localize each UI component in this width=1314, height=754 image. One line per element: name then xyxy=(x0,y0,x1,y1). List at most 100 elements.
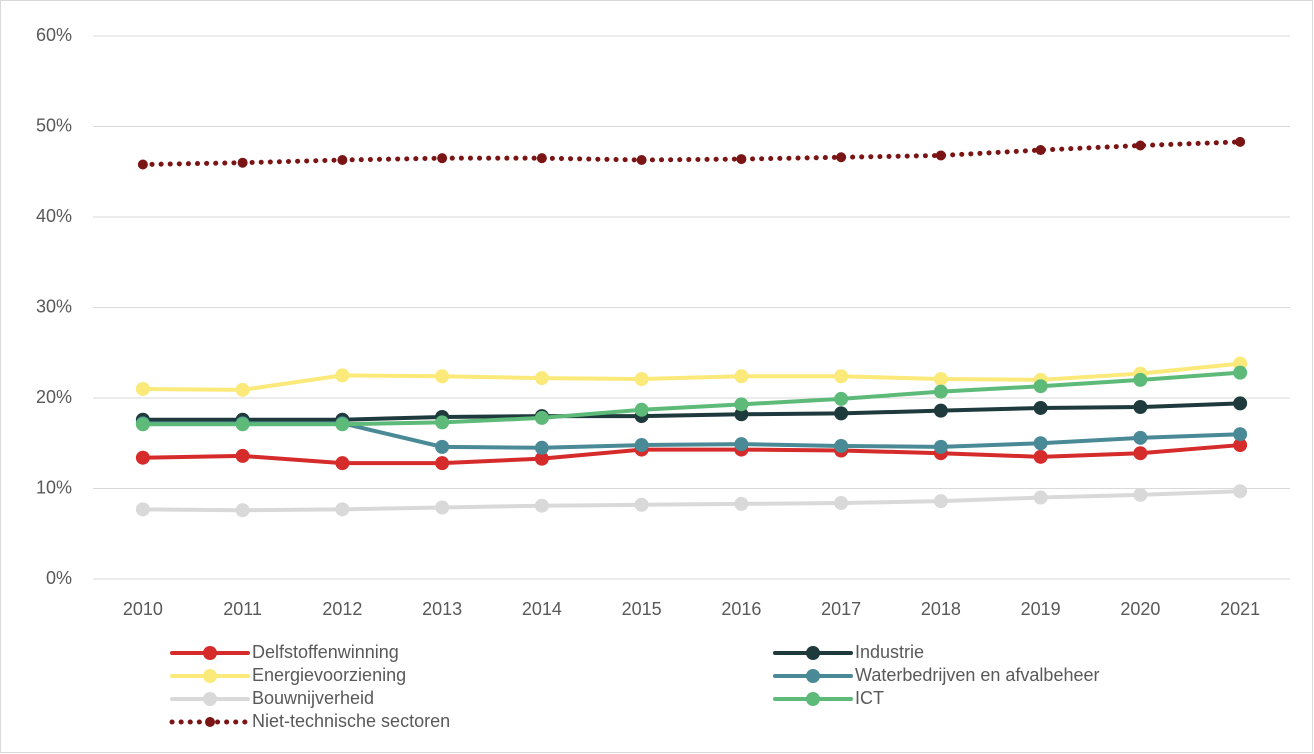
point xyxy=(435,439,450,454)
point xyxy=(335,368,350,383)
x-tick-label: 2017 xyxy=(821,599,861,619)
series-line xyxy=(140,370,1243,427)
legend-label: Niet-technische sectoren xyxy=(252,711,450,731)
point xyxy=(933,439,948,454)
point xyxy=(435,500,450,515)
point xyxy=(335,456,350,471)
point xyxy=(1235,136,1246,147)
point xyxy=(137,159,148,170)
legend-label: Waterbedrijven en afvalbeheer xyxy=(855,665,1099,685)
point xyxy=(634,497,649,512)
series-line xyxy=(140,443,1243,466)
series-line xyxy=(140,139,1243,168)
point xyxy=(335,417,350,432)
y-tick-label: 0% xyxy=(46,568,72,588)
point xyxy=(1033,400,1048,415)
point xyxy=(337,154,348,165)
point xyxy=(933,494,948,509)
point xyxy=(534,498,549,513)
point xyxy=(235,382,250,397)
legend-marker xyxy=(203,646,217,660)
point xyxy=(634,371,649,386)
legend-label: Bouwnijverheid xyxy=(252,688,374,708)
legend-marker xyxy=(806,669,820,683)
x-tick-label: 2010 xyxy=(123,599,163,619)
point xyxy=(1233,365,1248,380)
x-tick-label: 2016 xyxy=(721,599,761,619)
point xyxy=(1033,436,1048,451)
x-tick-label: 2018 xyxy=(921,599,961,619)
legend-label: Delfstoffenwinning xyxy=(252,642,399,662)
point xyxy=(834,391,849,406)
point xyxy=(435,369,450,384)
point xyxy=(435,415,450,430)
legend-label: ICT xyxy=(855,688,884,708)
legend-marker xyxy=(806,646,820,660)
point xyxy=(736,154,747,165)
x-tick-label: 2019 xyxy=(1021,599,1061,619)
point xyxy=(534,451,549,466)
x-tick-label: 2012 xyxy=(322,599,362,619)
point xyxy=(1135,140,1146,151)
y-tick-label: 60% xyxy=(36,25,72,45)
x-tick-label: 2013 xyxy=(422,599,462,619)
point xyxy=(1033,379,1048,394)
point xyxy=(437,153,448,164)
point xyxy=(634,402,649,417)
point xyxy=(1033,490,1048,505)
point xyxy=(935,150,946,161)
point xyxy=(1133,372,1148,387)
legend-label: Industrie xyxy=(855,642,924,662)
point xyxy=(933,403,948,418)
point xyxy=(534,410,549,425)
point xyxy=(836,152,847,163)
point xyxy=(335,502,350,517)
point xyxy=(235,448,250,463)
point xyxy=(1133,446,1148,461)
point xyxy=(834,495,849,510)
point xyxy=(636,154,647,165)
point xyxy=(1035,145,1046,156)
point xyxy=(435,456,450,471)
series-line xyxy=(140,361,1243,392)
legend-marker xyxy=(203,692,217,706)
point xyxy=(1233,438,1248,453)
point xyxy=(734,407,749,422)
legend-label: Energievoorziening xyxy=(252,665,406,685)
point xyxy=(933,371,948,386)
point xyxy=(834,369,849,384)
point xyxy=(1233,427,1248,442)
point xyxy=(534,440,549,455)
point xyxy=(634,438,649,453)
y-tick-label: 30% xyxy=(36,296,72,316)
point xyxy=(734,397,749,412)
point xyxy=(534,371,549,386)
point xyxy=(734,496,749,511)
point xyxy=(1233,396,1248,411)
point xyxy=(135,417,150,432)
y-tick-label: 40% xyxy=(36,206,72,226)
legend-marker xyxy=(203,669,217,683)
point xyxy=(933,384,948,399)
x-tick-label: 2020 xyxy=(1120,599,1160,619)
y-tick-label: 50% xyxy=(36,115,72,135)
series-line xyxy=(140,401,1243,422)
x-tick-label: 2014 xyxy=(522,599,562,619)
point xyxy=(536,153,547,164)
point xyxy=(1133,487,1148,502)
point xyxy=(1233,484,1248,499)
point xyxy=(135,450,150,465)
point xyxy=(1133,400,1148,415)
legend-marker xyxy=(806,692,820,706)
point xyxy=(734,437,749,452)
y-tick-label: 20% xyxy=(36,387,72,407)
point xyxy=(834,438,849,453)
x-tick-label: 2021 xyxy=(1220,599,1260,619)
x-tick-label: 2011 xyxy=(223,599,262,619)
legend-marker xyxy=(205,717,215,727)
point xyxy=(135,502,150,517)
point xyxy=(237,157,248,168)
point xyxy=(734,369,749,384)
point xyxy=(834,406,849,421)
